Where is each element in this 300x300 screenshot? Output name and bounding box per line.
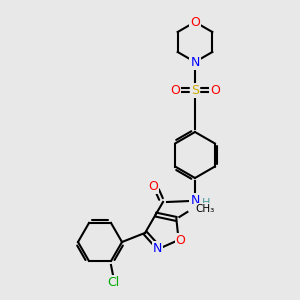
Text: N: N [190,194,200,206]
Text: O: O [170,83,180,97]
Text: O: O [210,83,220,97]
Text: O: O [190,16,200,28]
Text: O: O [148,179,158,193]
Text: Cl: Cl [107,276,119,289]
Text: N: N [153,242,162,255]
Text: N: N [190,56,200,68]
Text: O: O [176,233,185,247]
Text: S: S [191,83,199,97]
Text: CH₃: CH₃ [195,204,214,214]
Text: H: H [202,198,210,208]
